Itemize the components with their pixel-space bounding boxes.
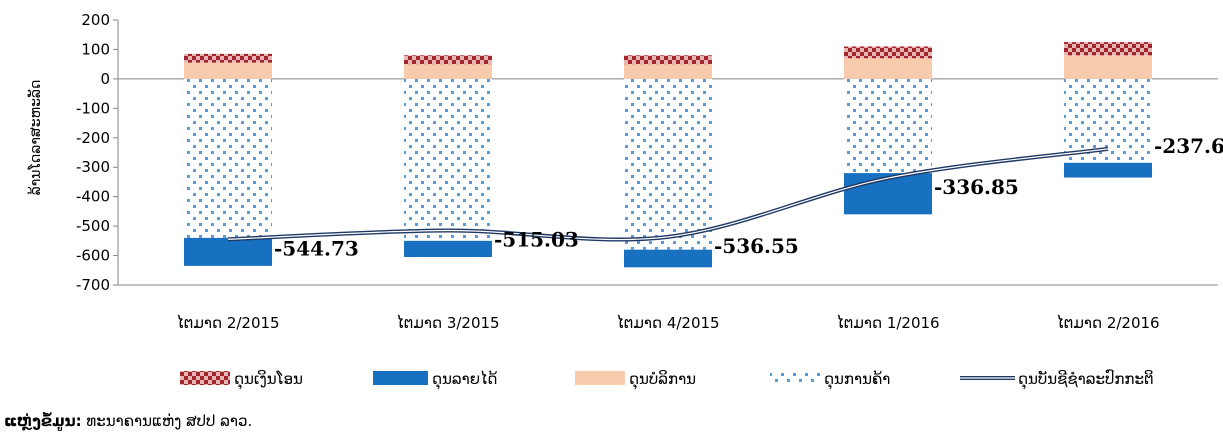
legend-label: ດຸນລາຍໄດ້ bbox=[432, 369, 497, 390]
bar-solid-blue bbox=[404, 240, 492, 258]
label-layer: -544.73 -515.03 -536.55 -336.85 -237.68 bbox=[274, 134, 1223, 260]
source-note: ແຫຼ່ງຂໍ້ມູນ: ທະນາຄານແຫ່ງ ສປປ ລາວ. bbox=[4, 412, 252, 430]
source-label: ແຫຼ່ງຂໍ້ມູນ: bbox=[4, 412, 82, 430]
data-label: -237.68 bbox=[1154, 134, 1223, 158]
legend-swatch bbox=[770, 371, 820, 385]
y-tick-label: -200 bbox=[76, 129, 110, 147]
legend-label: ດຸນບັນຊີຊຳລະປົກກະຕິ bbox=[1018, 367, 1154, 390]
axis-layer: 200 100 0 -100 -200 -300 -400 -500 -600 -700 ລ້ານໂ… bbox=[27, 11, 1218, 332]
bar-blue-dots bbox=[404, 78, 492, 241]
legend-swatch bbox=[575, 371, 625, 385]
bar-solid-peach bbox=[1064, 55, 1152, 79]
legend: ດຸນເງິນໂອນ ດຸນລາຍໄດ້ ດຸນບໍລິການ ດຸນການຄ້າ ດຸ… bbox=[180, 367, 1154, 390]
x-tick-label: ໄຕມາດ 1/2016 bbox=[836, 313, 939, 332]
bar-solid-blue bbox=[184, 237, 272, 266]
legend-label: ດຸນບໍລິການ bbox=[629, 369, 696, 390]
bar-solid-blue bbox=[1064, 162, 1152, 178]
bar-solid-peach bbox=[624, 64, 712, 79]
y-tick-label: 100 bbox=[81, 40, 110, 58]
y-tick-label: -500 bbox=[76, 217, 110, 235]
bar-layer bbox=[184, 42, 1152, 268]
bar-red-dots bbox=[1064, 42, 1152, 56]
source-text: ທະນາຄານແຫ່ງ ສປປ ລາວ. bbox=[81, 412, 253, 430]
legend-swatch bbox=[180, 371, 230, 385]
x-tick-label: ໄຕມາດ 4/2015 bbox=[616, 313, 719, 332]
y-tick-label: -600 bbox=[76, 247, 110, 265]
x-tick-label: ໄຕມາດ 3/2015 bbox=[396, 313, 499, 332]
data-label: -544.73 bbox=[274, 236, 359, 260]
data-label: -536.55 bbox=[714, 234, 799, 258]
data-label: -336.85 bbox=[934, 175, 1019, 199]
data-label: -515.03 bbox=[494, 228, 579, 252]
bar-blue-dots bbox=[844, 78, 932, 174]
legend-label: ດຸນເງິນໂອນ bbox=[234, 369, 303, 390]
bar-red-dots bbox=[844, 46, 932, 59]
y-tick-label: 200 bbox=[81, 11, 110, 29]
bar-red-dots bbox=[184, 53, 272, 63]
y-tick-label: 0 bbox=[100, 70, 110, 88]
y-tick-label: -100 bbox=[76, 99, 110, 117]
y-tick-label: -300 bbox=[76, 158, 110, 176]
x-tick-label: ໄຕມາດ 2/2016 bbox=[1056, 313, 1159, 332]
y-tick-label: -700 bbox=[76, 276, 110, 294]
bar-solid-blue bbox=[624, 249, 712, 268]
legend-swatch bbox=[373, 371, 428, 385]
y-tick-label: -400 bbox=[76, 188, 110, 206]
bar-red-dots bbox=[624, 55, 712, 65]
bar-solid-peach bbox=[184, 62, 272, 79]
legend-label: ດຸນການຄ້າ bbox=[824, 369, 890, 390]
line-layer bbox=[227, 146, 1109, 242]
bar-blue-dots bbox=[184, 78, 272, 238]
bar-solid-peach bbox=[844, 58, 932, 79]
x-tick-label: ໄຕມາດ 2/2015 bbox=[176, 313, 279, 332]
bar-red-dots bbox=[404, 55, 492, 65]
bar-solid-peach bbox=[404, 64, 492, 79]
y-axis-title: ລ້ານໂດລາສະຫະລັດ bbox=[27, 80, 44, 196]
bar-blue-dots bbox=[624, 78, 712, 250]
line-inner bbox=[227, 148, 1109, 241]
